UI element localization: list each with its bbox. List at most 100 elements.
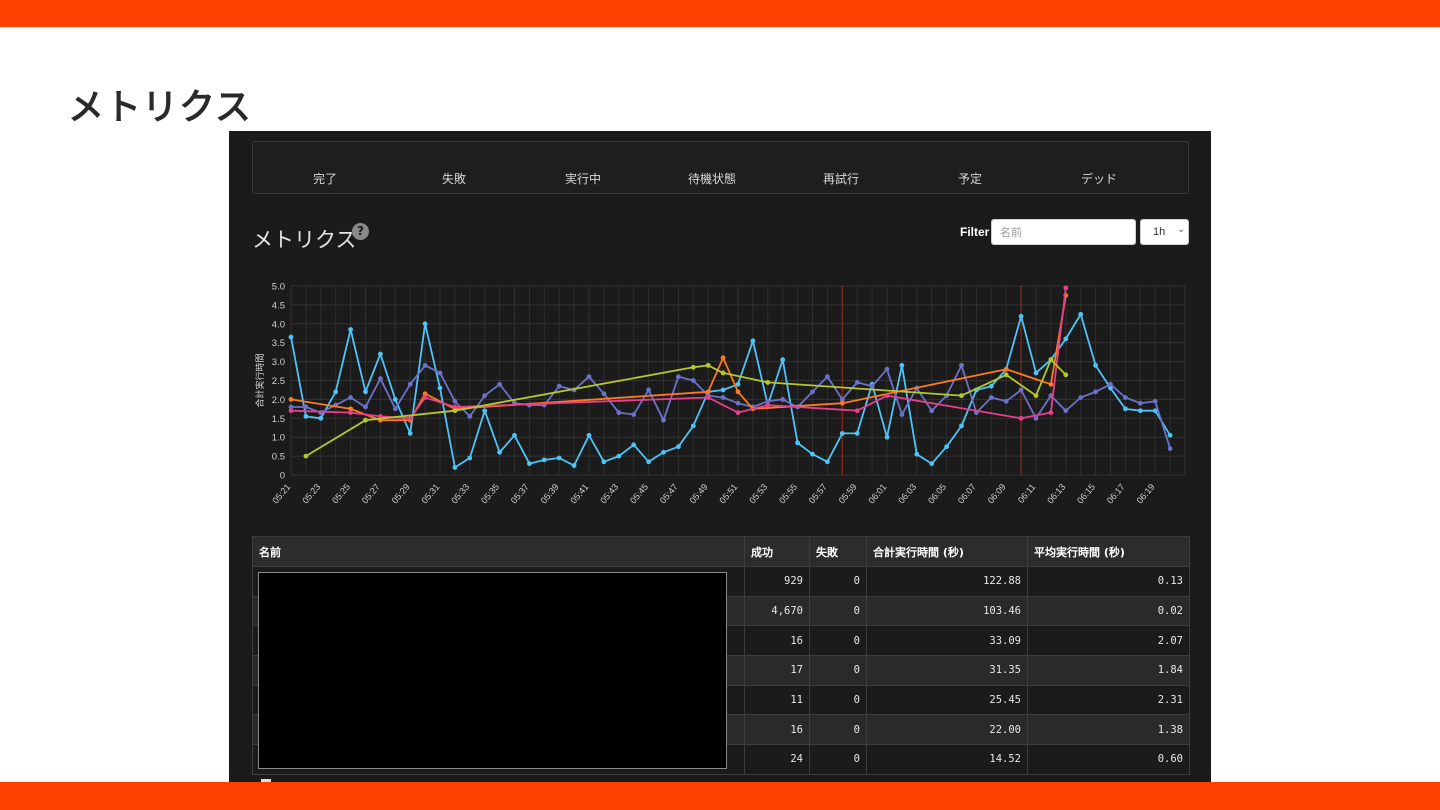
stat-busy[interactable]: 実行中 — [564, 172, 601, 186]
metrics-line-chart: 5.0 4.5 4.0 3.5 3.0 2.5 2.0 1.5 1.0 0.5 005:21 05:2… — [254, 282, 1186, 506]
column-header-name[interactable]: 名前 — [252, 536, 745, 567]
cell-total-time: 122.88 — [866, 566, 1028, 597]
cell-total-time: 33.09 — [866, 625, 1028, 657]
data-point — [1152, 408, 1158, 414]
column-header-failure[interactable]: 失敗 — [809, 536, 867, 567]
cell-avg-time: 2.31 — [1027, 684, 1190, 716]
data-point — [690, 364, 696, 370]
stat-enqueued[interactable]: 待機状態 — [687, 172, 736, 186]
data-point — [288, 334, 294, 340]
data-point — [839, 431, 845, 436]
x-tick-label: 05:31 — [419, 482, 441, 506]
data-point — [1048, 410, 1054, 416]
data-point — [1048, 357, 1054, 363]
data-point — [1003, 372, 1009, 378]
y-tick-label: 4.5 — [272, 300, 285, 311]
question-circle-icon[interactable]: ? — [352, 223, 369, 240]
data-point — [735, 400, 741, 406]
x-tick-label: 05:25 — [330, 482, 352, 506]
data-point — [363, 417, 368, 423]
series-line — [305, 358, 1067, 457]
data-point — [348, 327, 353, 332]
x-tick-label: 05:27 — [360, 482, 382, 506]
cell-success: 16 — [744, 625, 810, 657]
data-point — [1167, 446, 1173, 451]
data-point — [1123, 406, 1128, 412]
data-point — [378, 376, 383, 382]
x-tick-label: 05:39 — [539, 482, 561, 506]
data-point — [1063, 285, 1069, 291]
table-header-row: 名前 成功 失敗 合計実行時間 (秒) 平均実行時間 (秒) — [252, 536, 1190, 567]
data-point — [586, 374, 592, 380]
data-point — [944, 444, 949, 450]
data-point — [467, 455, 473, 461]
data-point — [854, 431, 860, 436]
column-header-total-time[interactable]: 合計実行時間 (秒) — [866, 536, 1028, 567]
data-point — [1018, 415, 1024, 421]
data-point — [527, 461, 532, 467]
column-header-success[interactable]: 成功 — [744, 536, 810, 567]
data-point — [1137, 408, 1143, 414]
data-point — [884, 366, 890, 372]
x-tick-label: 05:53 — [747, 482, 769, 506]
data-point — [616, 410, 622, 416]
cell-avg-time: 1.38 — [1027, 714, 1190, 746]
stat-failed[interactable]: 失敗 — [441, 172, 466, 186]
data-point — [422, 395, 428, 400]
data-point — [825, 459, 830, 465]
y-tick-label: 1.5 — [272, 414, 285, 425]
data-point — [929, 461, 935, 467]
x-tick-label: 06:01 — [866, 482, 888, 506]
y-tick-label: 5.0 — [272, 282, 285, 293]
metrics-screenshot: 完了 失敗 実行中 待機状態 再試行 予定 デッド メトリクス ? Filter… — [229, 131, 1211, 782]
cell-avg-time: 0.02 — [1027, 595, 1190, 627]
x-tick-label: 05:29 — [390, 482, 412, 506]
data-point — [303, 453, 309, 459]
stat-retries[interactable]: 再試行 — [822, 172, 859, 186]
x-tick-label: 05:23 — [300, 482, 322, 506]
data-point — [318, 415, 324, 421]
cell-success: 16 — [744, 714, 810, 746]
x-tick-label: 06:13 — [1045, 482, 1067, 506]
data-point — [735, 389, 741, 395]
column-header-avg-time[interactable]: 平均実行時間 (秒) — [1027, 536, 1190, 567]
x-tick-label: 05:43 — [598, 482, 620, 506]
data-point — [929, 408, 935, 414]
cell-avg-time: 2.07 — [1027, 625, 1190, 657]
cell-failure: 0 — [809, 744, 867, 775]
data-point — [914, 451, 920, 457]
y-tick-label: 0 — [280, 471, 285, 482]
x-tick-label: 06:09 — [986, 482, 1008, 506]
data-point — [497, 381, 502, 387]
cell-total-time: 25.45 — [866, 684, 1028, 716]
data-point — [1018, 387, 1024, 393]
stat-scheduled[interactable]: 予定 — [957, 172, 982, 186]
data-point — [1063, 372, 1069, 378]
chevron-down-icon: ⌄ — [1177, 224, 1186, 235]
x-tick-label: 06:19 — [1135, 482, 1157, 506]
data-point — [735, 410, 741, 416]
data-point — [616, 453, 622, 459]
filter-input[interactable] — [991, 219, 1136, 245]
data-point — [631, 412, 637, 417]
stat-processed[interactable]: 完了 — [312, 172, 337, 186]
y-tick-label: 2.0 — [272, 395, 285, 406]
data-point — [1108, 385, 1113, 391]
data-point — [646, 387, 651, 393]
x-tick-label: 05:57 — [807, 482, 829, 506]
stat-dead[interactable]: デッド — [1080, 172, 1117, 186]
range-select[interactable]: 1h ⌄ — [1140, 219, 1189, 245]
data-point — [676, 374, 681, 380]
data-point — [303, 404, 309, 410]
data-point — [959, 362, 964, 368]
data-point — [363, 389, 368, 395]
data-point — [959, 393, 964, 399]
data-point — [1033, 393, 1039, 399]
data-point — [556, 455, 562, 461]
checkbox[interactable] — [261, 779, 271, 782]
y-tick-label: 3.0 — [272, 357, 285, 368]
data-point — [333, 389, 339, 395]
data-point — [348, 395, 353, 400]
cell-total-time: 31.35 — [866, 655, 1028, 686]
y-tick-label: 2.5 — [272, 376, 285, 387]
